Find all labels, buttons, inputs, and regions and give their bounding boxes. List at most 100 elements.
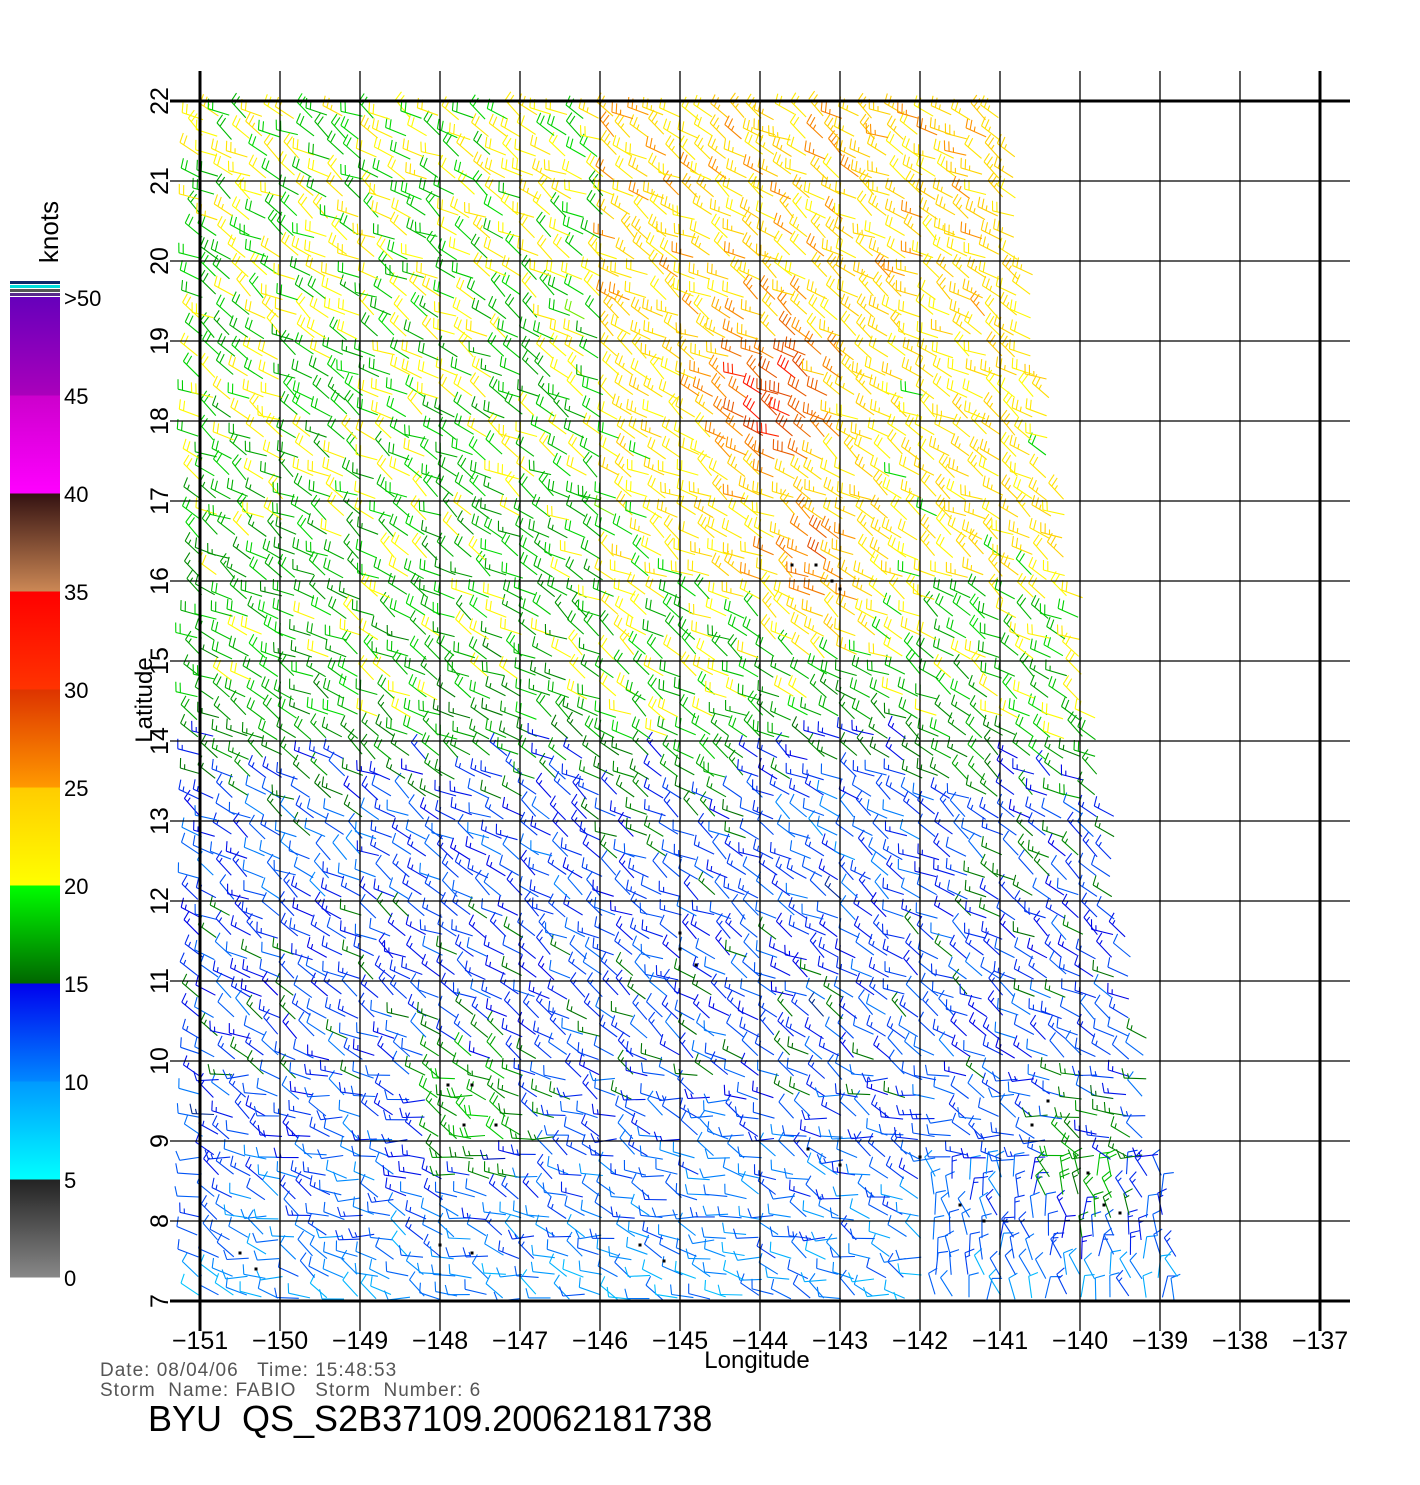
wind-barb (521, 1269, 536, 1294)
wind-barb (1097, 1152, 1110, 1175)
wind-barb (435, 301, 457, 316)
wind-barb (680, 1098, 699, 1119)
wind-barb (785, 980, 806, 995)
wind-barb (786, 763, 807, 779)
wind-barb (273, 482, 295, 497)
wind-barb (322, 717, 342, 737)
wind-barb (498, 1079, 519, 1097)
wind-barb (993, 863, 1014, 880)
wind-barb (598, 1257, 617, 1277)
wind-barb (1062, 894, 1078, 918)
wind-barb (498, 896, 518, 916)
wind-barb (502, 775, 521, 795)
wind-barb (581, 125, 603, 140)
wind-barb (803, 763, 824, 780)
wind-barb (734, 1251, 760, 1260)
wind-barb (1036, 1252, 1046, 1278)
wind-barb (1043, 721, 1064, 739)
wind-barb (1057, 1268, 1067, 1294)
wind-barb (791, 612, 809, 634)
wind-barb (769, 937, 789, 956)
wind-barb (966, 953, 983, 976)
wind-barb (581, 257, 601, 277)
wind-barb (771, 656, 791, 675)
wind-barb (1095, 995, 1110, 1019)
lat-tick-label: 18 (146, 407, 174, 435)
legend-tick-label: 40 (64, 482, 88, 507)
wind-barb (256, 1147, 280, 1157)
wind-barb (880, 1253, 906, 1262)
wind-barb (418, 1263, 442, 1274)
wind-barb (1013, 875, 1032, 895)
wind-barb (1049, 676, 1067, 698)
wind-barb (387, 625, 409, 640)
wind-barb (968, 1074, 984, 1098)
wind-barb (871, 852, 888, 875)
wind-barb (276, 516, 296, 535)
wind-barb (934, 833, 950, 857)
wind-barb (451, 196, 470, 217)
wind-barb (420, 296, 438, 318)
wind-barb (1015, 417, 1032, 440)
wind-barb (529, 857, 550, 875)
wind-barb (776, 732, 790, 757)
wind-barb (660, 915, 677, 938)
wind-barb (275, 298, 296, 314)
wind-barb (626, 797, 647, 814)
wind-barb (434, 175, 454, 194)
wind-barb (725, 736, 743, 758)
wind-barb (179, 399, 200, 417)
wind-barb (675, 981, 695, 999)
wind-barb (182, 993, 199, 1016)
wind-barb (941, 1270, 953, 1296)
wind-barb (865, 760, 887, 775)
wind-barb (216, 174, 230, 199)
wind-barb (1028, 433, 1046, 455)
wind-barb (660, 1034, 679, 1055)
wind-barb (851, 860, 871, 879)
wind-barb (923, 215, 937, 240)
wind-barb (329, 596, 347, 618)
wind-barb (232, 253, 248, 277)
wind-barb (961, 222, 982, 239)
wind-barb (618, 330, 633, 355)
wind-barb (310, 575, 326, 599)
wind-barb (310, 872, 325, 896)
wind-barb (937, 254, 954, 277)
wind-barb (836, 680, 856, 700)
wind-barb (1075, 1120, 1097, 1135)
wind-barb (487, 1033, 502, 1057)
wind-barb (504, 992, 519, 1016)
wind-barb (519, 955, 537, 977)
wind-barb (482, 980, 502, 999)
rain-flag-marker (959, 1204, 962, 1207)
wind-barb (178, 862, 199, 878)
wind-barb (970, 594, 985, 619)
wind-barb (1109, 997, 1128, 1018)
wind-barb (836, 1053, 855, 1074)
wind-barb (595, 515, 615, 535)
wind-barb (1030, 454, 1046, 478)
wind-barb (965, 501, 986, 519)
wind-barb (754, 177, 774, 197)
wind-barb (337, 319, 357, 339)
wind-barb (389, 680, 410, 695)
wind-barb (802, 599, 823, 616)
wind-barb (629, 1135, 648, 1156)
wind-barb (791, 456, 809, 478)
wind-barb (788, 1259, 808, 1278)
wind-barb (484, 516, 502, 538)
wind-barb (386, 1261, 408, 1275)
rain-flag-marker (1103, 1204, 1106, 1207)
wind-barb (643, 619, 664, 636)
wind-barb (850, 678, 870, 698)
wind-barb (726, 700, 747, 716)
wind-barb (374, 223, 395, 239)
wind-barb (385, 1291, 411, 1300)
wind-barb (666, 1014, 680, 1039)
wind-barb (900, 819, 919, 839)
wind-barb (948, 737, 968, 757)
wind-barb (337, 360, 359, 375)
wind-barb (1025, 901, 1046, 918)
